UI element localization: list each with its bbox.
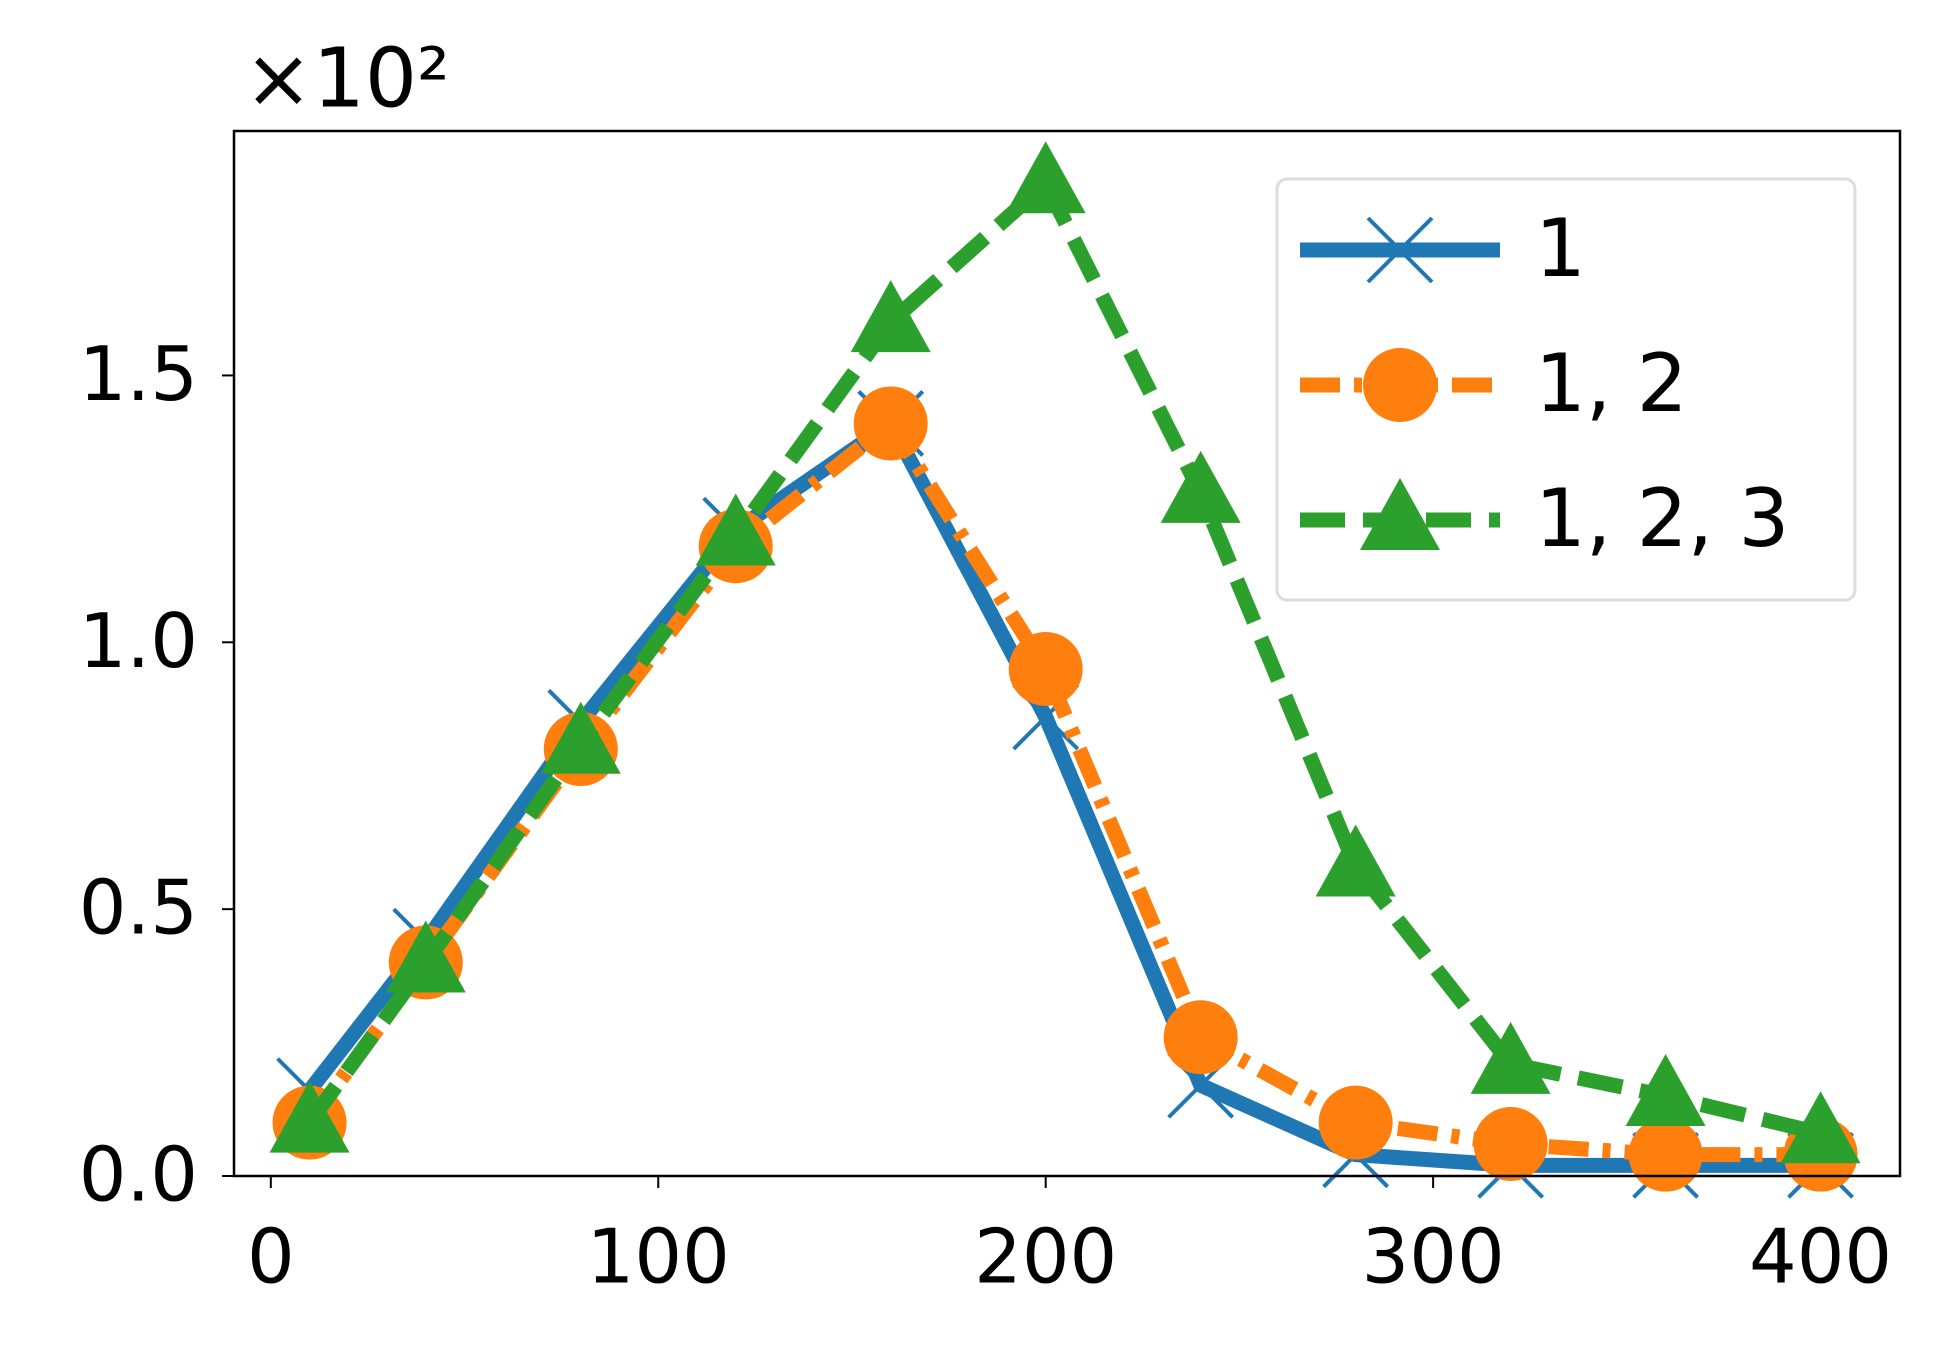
marker [1625,1053,1706,1126]
series [269,141,1861,1164]
y-tick-label: 0.5 [79,864,198,952]
y-tick-label: 0.0 [79,1131,198,1219]
marker [1005,141,1086,214]
x-tick-label: 300 [1362,1213,1505,1301]
legend-label: 1, 2 [1535,337,1688,430]
marker [853,386,928,461]
y-tick-label: 1.0 [79,597,198,685]
marker [1318,1085,1393,1160]
marker [269,1080,350,1153]
legend-label: 1 [1535,202,1586,295]
y-offset-label: ×10² [244,31,450,126]
plot-frame [232,129,1902,1178]
marker [695,493,776,566]
marker [850,280,931,353]
marker [1008,631,1083,706]
y-tick-label: 1.5 [79,330,198,418]
legend-frame [1275,177,1857,602]
marker [540,701,621,774]
marker [1366,216,1434,284]
series-line [303,412,1821,1163]
marker [1360,478,1440,550]
marker [1473,1106,1548,1181]
marker [385,920,466,993]
marker [1315,824,1396,897]
marker [1363,348,1437,422]
x-tick-label: 100 [587,1213,730,1301]
marker [1160,450,1241,523]
legend-label: 1, 2, 3 [1535,472,1789,565]
marker [1470,1021,1551,1094]
legend: 1 1, 2 1, 2, 3 [1275,177,1857,602]
marker [1163,1000,1238,1075]
marker [1628,1117,1703,1192]
x-tick-label: 200 [974,1213,1117,1301]
x-tick-label: 0 [247,1213,295,1301]
x-tick-label: 400 [1749,1213,1892,1301]
marker [1780,1091,1861,1164]
